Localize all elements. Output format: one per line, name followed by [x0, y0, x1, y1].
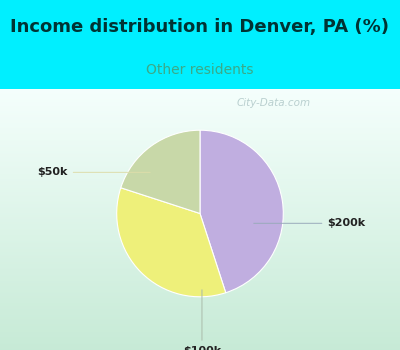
Text: Other residents: Other residents	[146, 63, 254, 77]
Text: $50k: $50k	[37, 167, 150, 177]
Wedge shape	[121, 130, 200, 214]
Wedge shape	[200, 130, 283, 293]
Wedge shape	[117, 188, 226, 297]
Text: $200k: $200k	[254, 218, 366, 228]
Text: $100k: $100k	[183, 290, 221, 350]
Text: City-Data.com: City-Data.com	[236, 98, 310, 108]
Text: Income distribution in Denver, PA (%): Income distribution in Denver, PA (%)	[10, 18, 390, 36]
